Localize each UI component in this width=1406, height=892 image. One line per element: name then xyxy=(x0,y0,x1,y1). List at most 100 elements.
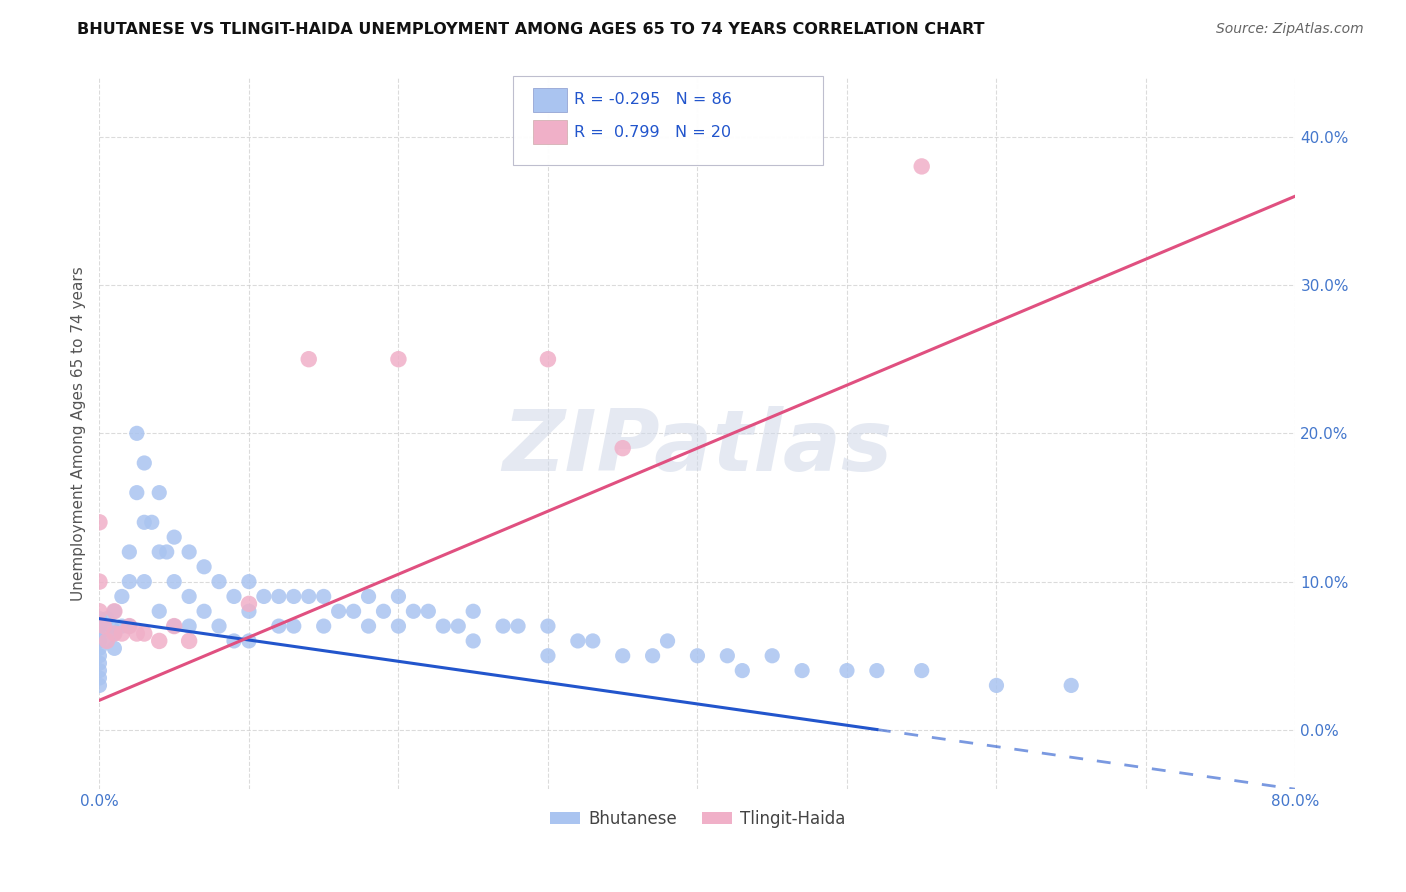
Point xyxy=(463,634,485,648)
Point xyxy=(89,664,111,678)
Point xyxy=(298,590,321,604)
Point xyxy=(1060,678,1083,692)
Point xyxy=(103,604,125,618)
Point xyxy=(866,664,889,678)
Point xyxy=(141,516,163,530)
Point xyxy=(148,545,170,559)
Point xyxy=(103,626,125,640)
Point xyxy=(612,648,634,663)
Point xyxy=(328,604,350,618)
Point xyxy=(387,619,409,633)
Point xyxy=(298,352,321,367)
Point xyxy=(118,619,141,633)
Point xyxy=(790,664,813,678)
Point xyxy=(612,441,634,455)
Point xyxy=(193,559,215,574)
Point xyxy=(567,634,589,648)
Point xyxy=(506,619,529,633)
Point xyxy=(463,604,485,618)
Text: Source: ZipAtlas.com: Source: ZipAtlas.com xyxy=(1216,22,1364,37)
Point xyxy=(238,634,260,648)
Point xyxy=(357,619,380,633)
Point xyxy=(93,619,115,633)
Point xyxy=(432,619,454,633)
Point xyxy=(89,612,111,626)
Point xyxy=(125,626,148,640)
Point xyxy=(118,545,141,559)
Point xyxy=(537,352,560,367)
Point xyxy=(89,648,111,663)
Point xyxy=(125,485,148,500)
Point xyxy=(402,604,425,618)
Point xyxy=(89,619,111,633)
Point xyxy=(148,634,170,648)
Point xyxy=(208,574,231,589)
Point xyxy=(911,160,934,174)
Point xyxy=(253,590,276,604)
Point xyxy=(134,574,156,589)
Point xyxy=(89,671,111,685)
Point xyxy=(89,604,111,618)
Point xyxy=(163,619,186,633)
Point xyxy=(357,590,380,604)
Point xyxy=(89,516,111,530)
Point xyxy=(111,626,134,640)
Point xyxy=(492,619,515,633)
Point xyxy=(537,648,560,663)
Point xyxy=(267,619,290,633)
Point xyxy=(163,574,186,589)
Point xyxy=(148,485,170,500)
Point xyxy=(911,664,934,678)
Text: R =  0.799   N = 20: R = 0.799 N = 20 xyxy=(574,125,731,139)
Point xyxy=(193,604,215,618)
Point xyxy=(418,604,440,618)
Point xyxy=(89,656,111,670)
Point xyxy=(179,590,201,604)
Point xyxy=(657,634,679,648)
Point xyxy=(312,619,335,633)
Point xyxy=(342,604,364,618)
Point xyxy=(179,619,201,633)
Point xyxy=(96,634,118,648)
Point xyxy=(103,626,125,640)
Point xyxy=(100,619,122,633)
Text: BHUTANESE VS TLINGIT-HAIDA UNEMPLOYMENT AMONG AGES 65 TO 74 YEARS CORRELATION CH: BHUTANESE VS TLINGIT-HAIDA UNEMPLOYMENT … xyxy=(77,22,984,37)
Point xyxy=(238,574,260,589)
Text: ZIPatlas: ZIPatlas xyxy=(502,406,893,489)
Point xyxy=(537,619,560,633)
Point xyxy=(134,626,156,640)
Point xyxy=(312,590,335,604)
Point xyxy=(222,634,245,648)
Point xyxy=(986,678,1008,692)
Y-axis label: Unemployment Among Ages 65 to 74 years: Unemployment Among Ages 65 to 74 years xyxy=(72,266,86,600)
Legend: Bhutanese, Tlingit-Haida: Bhutanese, Tlingit-Haida xyxy=(543,803,852,834)
Point xyxy=(283,619,305,633)
Point xyxy=(89,641,111,656)
Point xyxy=(686,648,709,663)
Point xyxy=(96,612,118,626)
Point xyxy=(111,590,134,604)
Point xyxy=(373,604,395,618)
Point xyxy=(641,648,664,663)
Point xyxy=(103,604,125,618)
Point xyxy=(118,619,141,633)
Point xyxy=(582,634,605,648)
Point xyxy=(96,634,118,648)
Point xyxy=(89,634,111,648)
Point xyxy=(156,545,179,559)
Point xyxy=(761,648,783,663)
Point xyxy=(238,597,260,611)
Point xyxy=(125,426,148,441)
Point xyxy=(148,604,170,618)
Point xyxy=(89,626,111,640)
Point xyxy=(179,545,201,559)
Point xyxy=(89,574,111,589)
Point xyxy=(89,678,111,692)
Point xyxy=(134,516,156,530)
Point xyxy=(238,604,260,618)
Point xyxy=(267,590,290,604)
Point xyxy=(447,619,470,633)
Point xyxy=(103,641,125,656)
Point xyxy=(163,619,186,633)
Point xyxy=(179,634,201,648)
